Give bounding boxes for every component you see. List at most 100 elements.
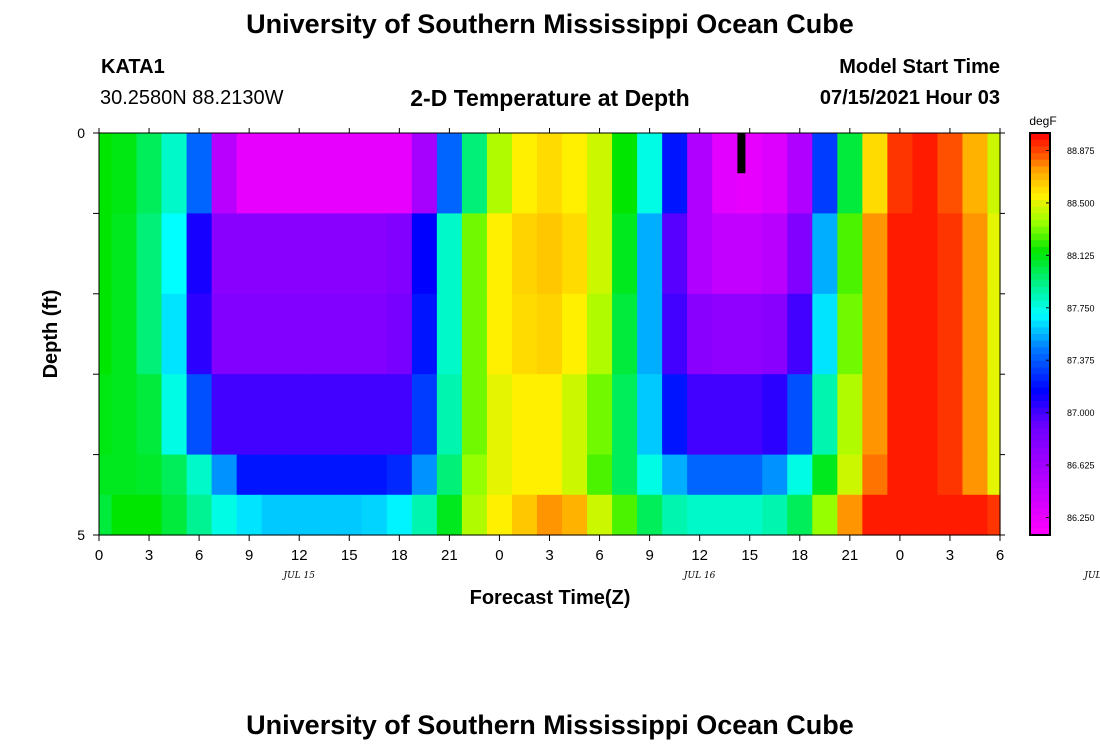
heatmap-cell <box>261 213 288 295</box>
heatmap-cell <box>787 374 813 456</box>
heatmap-cell <box>461 374 488 456</box>
heatmap-cell <box>336 213 363 295</box>
colorbar-tick-label: 87.375 <box>1067 356 1095 366</box>
heatmap-cell <box>211 374 238 456</box>
heatmap-cell <box>587 133 613 214</box>
heatmap-cell <box>912 293 939 375</box>
heatmap-cell <box>336 494 363 536</box>
heatmap-cell <box>837 454 863 496</box>
heatmap-cell <box>787 494 813 536</box>
heatmap-cell <box>361 133 388 214</box>
heatmap-cell <box>562 494 588 536</box>
heatmap-cell <box>962 133 989 214</box>
heatmap-cell <box>837 213 863 295</box>
heatmap-cell <box>186 133 213 214</box>
colorbar-segment <box>1030 374 1050 382</box>
x-axis: 0 3 6 9 12 15 18 21 0 3 6 9 12 15 18 21 0 3 6 JUL 15 JUL 16 J… <box>95 128 1100 581</box>
colorbar-segment <box>1030 273 1050 281</box>
colorbar-segment <box>1030 173 1050 181</box>
colorbar-segment <box>1030 246 1050 255</box>
heatmap-cell <box>461 494 488 536</box>
heatmap-cell <box>186 213 213 295</box>
x-tick-label: 18 <box>791 547 808 564</box>
x-tick-label: 6 <box>996 547 1004 564</box>
heatmap-cell <box>236 293 263 375</box>
colorbar-segment <box>1030 179 1050 188</box>
heatmap-cell <box>612 133 638 214</box>
heatmap-cell <box>762 374 788 456</box>
heatmap-cell <box>712 494 738 536</box>
colorbar-segment <box>1030 233 1050 241</box>
colorbar-tick-label: 86.625 <box>1067 461 1095 471</box>
heatmap-cell <box>411 293 438 375</box>
heatmap-cell <box>837 374 863 456</box>
heatmap-cell <box>812 374 838 456</box>
heatmap-cell <box>136 293 163 375</box>
heatmap-cell <box>336 374 363 456</box>
heatmap-cell <box>687 494 713 536</box>
heatmap-cell <box>687 293 713 375</box>
heatmap-cell <box>762 454 788 496</box>
heatmap-cell <box>937 494 964 536</box>
heatmap-cell <box>386 293 413 375</box>
heatmap-cell <box>712 374 738 456</box>
heatmap-cell <box>962 494 989 536</box>
heatmap-cell <box>411 454 438 496</box>
heatmap-cell <box>612 454 638 496</box>
heatmap-cell <box>962 374 989 456</box>
station-id: KATA1 <box>101 56 165 78</box>
heatmap-cell <box>912 454 939 496</box>
heatmap-cell <box>511 133 538 214</box>
colorbar-segment <box>1030 474 1050 482</box>
heatmap-cell <box>336 293 363 375</box>
heatmap-cell <box>812 133 838 214</box>
heatmap-cell <box>286 213 313 295</box>
colorbar-segment <box>1030 488 1050 496</box>
heatmap-cell <box>361 494 388 536</box>
colorbar-segment <box>1030 260 1050 268</box>
x-tick-label: 15 <box>341 547 358 564</box>
colorbar-segment <box>1030 354 1050 362</box>
heatmap-cell <box>812 213 838 295</box>
model-start-label: Model Start Time <box>839 56 1000 78</box>
colorbar-title: degF <box>1029 114 1056 128</box>
heatmap-cell <box>862 293 888 375</box>
y-tick-label: 0 <box>77 125 85 141</box>
heatmap-cell <box>436 213 463 295</box>
heatmap-cell <box>687 374 713 456</box>
heatmap-cell <box>311 213 338 295</box>
colorbar-tick-label: 87.000 <box>1067 408 1095 418</box>
heatmap-cell <box>336 454 363 496</box>
heatmap-cell <box>687 213 713 295</box>
colorbar-segment <box>1030 387 1050 395</box>
heatmap-cell <box>436 374 463 456</box>
heatmap-cell <box>436 293 463 375</box>
colorbar-segment <box>1030 501 1050 509</box>
heatmap-cell <box>712 133 738 214</box>
heatmap-cell <box>987 374 1001 456</box>
heatmap-cell <box>236 454 263 496</box>
colorbar-tick-label: 88.125 <box>1067 251 1095 261</box>
heatmap-cell <box>361 293 388 375</box>
colorbar-segment <box>1030 240 1050 248</box>
heatmap-cell <box>887 494 914 536</box>
colorbar-segment <box>1030 447 1050 456</box>
heatmap-cell <box>361 454 388 496</box>
colorbar-segment <box>1030 193 1050 201</box>
heatmap-cell <box>612 293 638 375</box>
heatmap-cell <box>161 133 188 214</box>
colorbar-segment <box>1030 427 1050 436</box>
heatmap-cell <box>161 213 188 295</box>
heatmap-cell <box>411 494 438 536</box>
heatmap-cell <box>937 454 964 496</box>
heatmap-cell <box>687 454 713 496</box>
colorbar-segment <box>1030 307 1050 315</box>
heatmap-cell <box>511 293 538 375</box>
heatmap-cell <box>562 454 588 496</box>
heatmap-cell <box>762 213 788 295</box>
heatmap-cell <box>186 374 213 456</box>
colorbar-segment <box>1030 206 1050 214</box>
heatmap-cell <box>536 213 563 295</box>
colorbar-tick-label: 87.750 <box>1067 303 1095 313</box>
heatmap-cell <box>787 454 813 496</box>
